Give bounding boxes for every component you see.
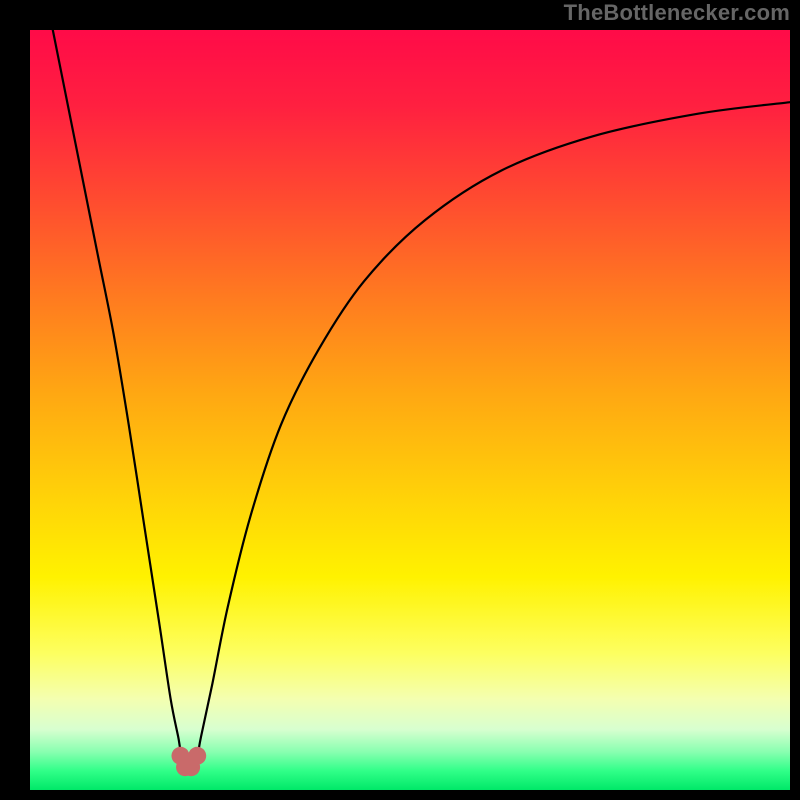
chart-container: TheBottlenecker.com (0, 0, 800, 800)
watermark-text: TheBottlenecker.com (564, 0, 790, 26)
optimal-point-marker (188, 747, 206, 765)
gradient-background (30, 30, 790, 790)
bottleneck-chart (0, 0, 800, 800)
